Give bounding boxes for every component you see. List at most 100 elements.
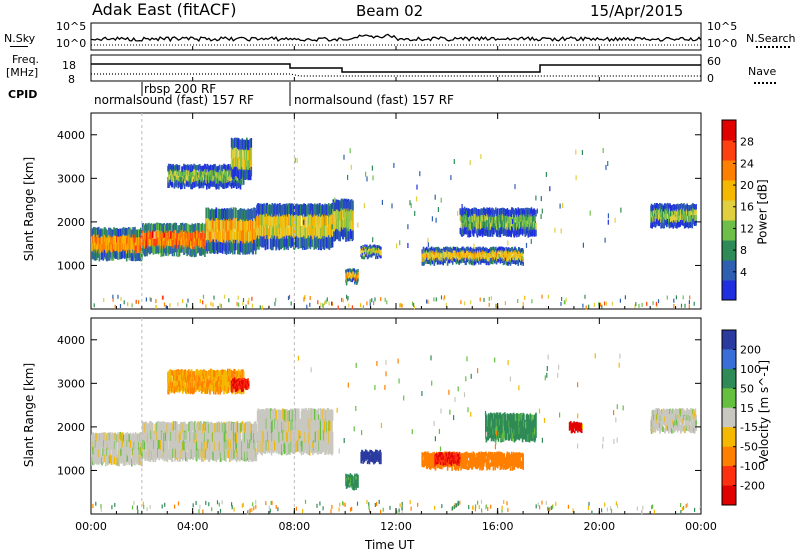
heatmap-cell: [356, 271, 358, 275]
heatmap-cell: [298, 408, 300, 420]
heatmap-cell: [530, 229, 532, 237]
heatmap-cell: [301, 419, 303, 430]
heatmap-cell: [149, 443, 152, 453]
heatmap-cell: [185, 238, 187, 247]
heatmap-cell: [186, 223, 189, 232]
heatmap-speck: [470, 300, 472, 305]
heatmap-cell: [444, 253, 447, 258]
heatmap-cell: [287, 227, 289, 239]
heatmap-cell: [467, 255, 470, 260]
heatmap-speck: [675, 295, 677, 300]
heatmap-speck: [331, 224, 333, 230]
heatmap-speck: [119, 304, 122, 308]
heatmap-cell: [461, 216, 463, 224]
heatmap-speck: [464, 206, 466, 212]
heatmap-speck: [347, 174, 349, 180]
heatmap-cell: [663, 222, 666, 229]
heatmap-cell: [458, 259, 461, 264]
heatmap-speck: [507, 240, 509, 246]
heatmap-speck: [294, 157, 296, 163]
heatmap-cell: [130, 237, 132, 246]
heatmap-speck: [565, 297, 567, 302]
heatmap-cell: [493, 227, 495, 235]
heatmap-cell: [221, 242, 224, 254]
heatmap-speck: [210, 301, 212, 306]
heatmap-speck: [112, 297, 114, 302]
heatmap-cell: [271, 441, 274, 453]
heatmap-cell: [440, 253, 443, 258]
heatmap-cell: [225, 182, 228, 189]
heatmap-speck: [611, 301, 613, 306]
heatmap-cell: [319, 429, 322, 441]
heatmap-speck: [328, 301, 330, 306]
heatmap-cell: [219, 180, 221, 187]
heatmap-speck: [416, 184, 418, 190]
heatmap-cell: [239, 433, 242, 443]
heatmap-cell: [519, 256, 521, 260]
heatmap-cell: [499, 230, 502, 238]
heatmap-cell: [375, 256, 377, 260]
heatmap-speck: [682, 295, 684, 300]
heatmap-cell: [199, 431, 201, 442]
heatmap-speck: [251, 296, 253, 301]
heatmap-cell: [653, 221, 655, 227]
heatmap-cell: [194, 421, 197, 431]
heatmap-cell: [242, 179, 245, 185]
heatmap-cell: [124, 242, 127, 251]
heatmap-cell: [107, 432, 110, 440]
heatmap-cell: [348, 211, 350, 222]
heatmap-speck: [545, 172, 547, 177]
heatmap-speck: [386, 300, 388, 305]
noise-sky-trace: [90, 33, 702, 46]
heatmap-cell: [215, 207, 218, 218]
heatmap-cell: [209, 169, 212, 176]
heatmap-cell: [221, 165, 224, 172]
heatmap-speck: [213, 295, 215, 300]
heatmap-cell: [190, 249, 193, 258]
heatmap-cell: [209, 231, 211, 243]
heatmap-cell: [171, 248, 174, 257]
heatmap-cell: [152, 422, 154, 432]
heatmap-cell: [174, 244, 176, 253]
heatmap-cell: [487, 261, 490, 266]
heatmap-cell: [352, 200, 354, 211]
heatmap-cell: [157, 439, 160, 449]
heatmap-cell: [483, 247, 486, 252]
heatmap-cell: [354, 274, 356, 278]
heatmap-cell: [171, 223, 173, 231]
heatmap-cell: [455, 248, 458, 253]
heatmap-speck: [559, 203, 561, 209]
heatmap-cell: [444, 257, 447, 262]
heatmap-speck: [517, 299, 519, 303]
heatmap-cell: [255, 451, 258, 462]
heatmap-speck: [360, 303, 362, 308]
heatmap-cell: [196, 165, 199, 171]
heatmap-cell: [454, 247, 457, 251]
heatmap-cell: [312, 429, 315, 441]
heatmap-cell: [430, 246, 433, 251]
noise-search-dotted: [756, 46, 790, 48]
heatmap-cell: [434, 254, 437, 259]
heatmap-speck: [582, 303, 584, 308]
heatmap-cell: [204, 174, 206, 180]
heatmap-speck: [582, 242, 584, 248]
heatmap-cell: [193, 163, 195, 169]
heatmap-cell: [193, 442, 195, 453]
heatmap-cell: [245, 209, 247, 221]
freq-left-tick-top: 18: [62, 59, 76, 72]
heatmap-cell: [195, 175, 197, 182]
heatmap-cell: [366, 244, 368, 248]
heatmap-cell: [267, 442, 269, 454]
heatmap-cell: [157, 223, 160, 232]
heatmap-speck: [575, 175, 577, 181]
heatmap-speck: [343, 154, 345, 160]
heatmap-cell: [423, 257, 425, 262]
heatmap-speck: [212, 302, 214, 307]
heatmap-cell: [101, 243, 103, 252]
heatmap-speck: [495, 303, 497, 308]
heatmap-cell: [507, 261, 509, 266]
heatmap-cell: [275, 409, 277, 421]
heatmap-cell: [368, 254, 371, 258]
heatmap-cell: [472, 230, 475, 237]
heatmap-cell: [144, 451, 146, 461]
